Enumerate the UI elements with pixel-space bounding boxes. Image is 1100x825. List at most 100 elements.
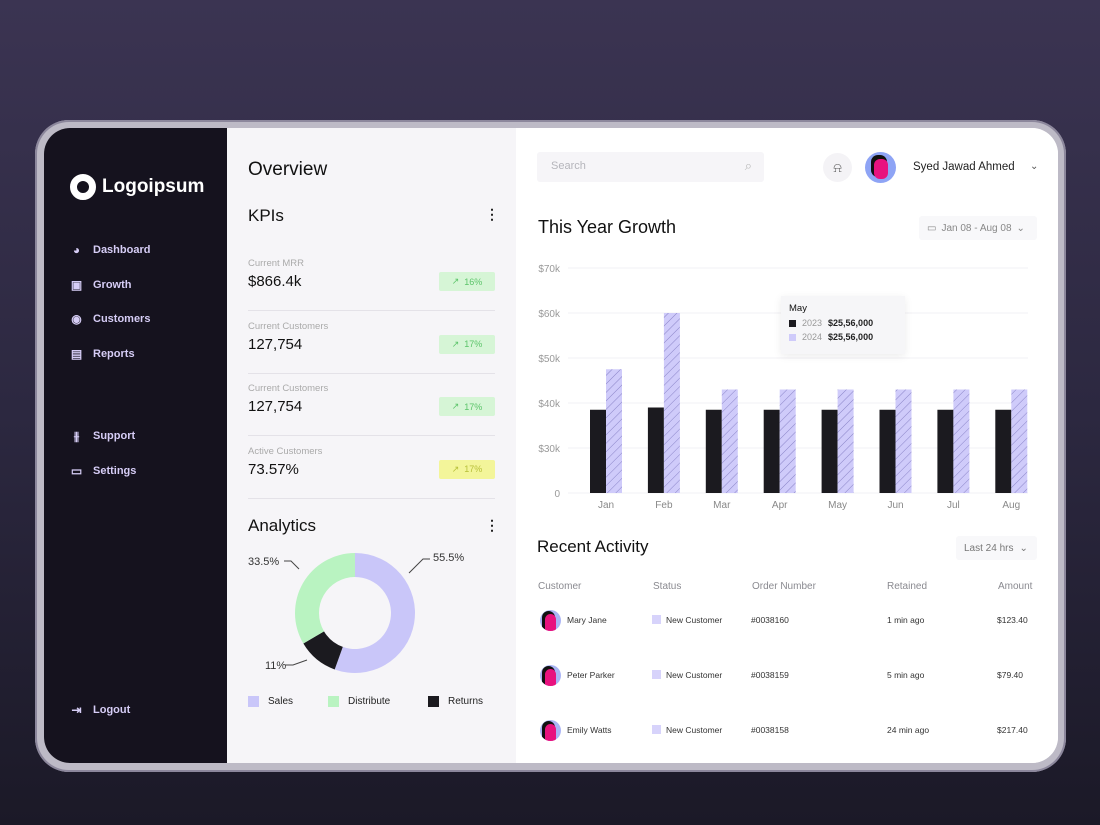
retained-time: 1 min ago bbox=[887, 615, 925, 625]
bell-icon[interactable]: ⍾ bbox=[823, 153, 852, 182]
donut-percent-label: 55.5% bbox=[433, 552, 464, 564]
logout-button[interactable]: ⇥ Logout bbox=[70, 704, 130, 716]
time-filter-dropdown[interactable]: Last 24 hrs ⌄ bbox=[956, 536, 1037, 560]
legend-returns: Returns bbox=[428, 696, 483, 707]
y-tick-label: 0 bbox=[554, 489, 560, 500]
order-number: #0038158 bbox=[751, 725, 789, 735]
order-number: #0038159 bbox=[751, 670, 789, 680]
sidebar-item-growth[interactable]: ▣ Growth bbox=[70, 279, 132, 291]
kpi-card: Current Customers 127,754 ↗ 17% bbox=[248, 373, 495, 436]
legend-swatch bbox=[328, 696, 339, 707]
bar-2024 bbox=[779, 389, 796, 493]
sidebar-item-customers[interactable]: ◉ Customers bbox=[70, 313, 150, 325]
sidebar-item-support[interactable]: ⫵ Support bbox=[70, 430, 135, 442]
user-circle-icon: ◉ bbox=[71, 312, 82, 326]
tooltip-year: 2024 bbox=[802, 332, 823, 342]
kpi-value: 127,754 bbox=[248, 398, 303, 415]
retained-time: 24 min ago bbox=[887, 725, 930, 735]
kpi-value: 73.57% bbox=[248, 460, 299, 478]
y-tick-label: $30k bbox=[538, 444, 561, 455]
date-range-picker[interactable]: ▭ Jan 08 - Aug 08 ⌄ bbox=[919, 216, 1037, 240]
kpi-value: 127,754 bbox=[248, 335, 303, 353]
bar-2023 bbox=[995, 409, 1012, 493]
bar-2024 bbox=[721, 389, 738, 493]
sidebar-item-label: Dashboard bbox=[93, 244, 151, 256]
amount: $217.40 bbox=[997, 725, 1028, 735]
x-tick-label: Feb bbox=[655, 500, 673, 511]
presentation-icon: ▣ bbox=[70, 278, 83, 292]
x-tick-label: Apr bbox=[772, 500, 788, 511]
legend-distribute: Distribute bbox=[328, 696, 390, 707]
legend-label: Distribute bbox=[348, 696, 391, 707]
customer-avatar bbox=[540, 720, 561, 741]
calendar-icon: ▭ bbox=[927, 222, 937, 234]
kpi-change-badge: ↗ 16% bbox=[439, 272, 495, 291]
user-avatar[interactable] bbox=[865, 152, 896, 183]
time-filter-label: Last 24 hrs bbox=[964, 542, 1014, 554]
chart-tooltip: May 2023 $25,56,000 2024 $25,56,000 bbox=[781, 296, 905, 354]
sidebar-item-dashboard[interactable]: ◕ Dashboard bbox=[70, 244, 151, 256]
sidebar: Logoipsum ◕ Dashboard ▣ Growth ◉ Customers … bbox=[44, 128, 227, 763]
kpi-change: 17% bbox=[464, 401, 483, 412]
status-swatch bbox=[652, 670, 661, 679]
tooltip-value: $25,56,000 bbox=[828, 318, 874, 328]
column-header: Status bbox=[653, 581, 682, 592]
kpis-more-icon[interactable]: ⋮ bbox=[485, 206, 499, 222]
donut-slice-returns bbox=[303, 631, 343, 670]
y-tick-label: $40k bbox=[538, 399, 561, 410]
archive-icon: ▤ bbox=[70, 347, 83, 361]
page-title: Overview bbox=[248, 159, 328, 180]
bar-2023 bbox=[763, 409, 780, 493]
kpi-label: Current Customers bbox=[248, 320, 329, 332]
legend-sales: Sales bbox=[248, 696, 293, 707]
kpi-label: Current MRR bbox=[248, 258, 304, 269]
logo-icon bbox=[70, 174, 96, 200]
date-range-label: Jan 08 - Aug 08 bbox=[941, 222, 1012, 234]
growth-heading: This Year Growth bbox=[538, 217, 677, 237]
x-tick-label: Jan bbox=[598, 500, 614, 511]
main-panel: Search ⌕ ⍾ Syed Jawad Ahmed ⌄ This Year G… bbox=[516, 128, 1058, 763]
search-icon: ⌕ bbox=[744, 158, 752, 173]
amount: $123.40 bbox=[997, 615, 1028, 625]
kpi-label: Active Customers bbox=[248, 445, 323, 457]
amount: $79.40 bbox=[997, 670, 1023, 680]
bar-2023 bbox=[705, 409, 722, 493]
sidebar-item-settings[interactable]: ▭ Settings bbox=[70, 465, 137, 477]
kpi-card: Active Customers 73.57% ↗ 17% bbox=[248, 436, 495, 499]
tooltip-swatch-2024 bbox=[789, 333, 796, 341]
analytics-donut-chart: 55.5% 11% 33.5% bbox=[248, 552, 464, 673]
sidebar-item-label: Reports bbox=[93, 348, 135, 360]
column-header: Order Number bbox=[752, 581, 816, 592]
trending-up-icon: ↗ bbox=[451, 401, 460, 411]
chevron-down-icon[interactable]: ⌄ bbox=[1030, 161, 1039, 172]
analytics-more-icon[interactable]: ⋮ bbox=[485, 517, 499, 533]
user-name[interactable]: Syed Jawad Ahmed bbox=[913, 161, 1015, 173]
kpi-value: $866.4k bbox=[248, 273, 302, 290]
bar-2024 bbox=[837, 389, 854, 493]
y-tick-label: $70k bbox=[538, 264, 561, 275]
bar-2023 bbox=[821, 409, 838, 493]
donut-percent-label: 11% bbox=[265, 660, 286, 672]
logout-icon: ⇥ bbox=[71, 703, 82, 717]
activity-heading: Recent Activity bbox=[537, 537, 649, 556]
customer-name: Mary Jane bbox=[567, 615, 607, 625]
donut-slice-sales bbox=[334, 553, 415, 673]
bar-2023 bbox=[647, 407, 664, 493]
x-tick-label: Mar bbox=[713, 500, 731, 511]
bar-2024 bbox=[953, 389, 970, 493]
customer-name: Peter Parker bbox=[567, 670, 615, 680]
status-badge: New Customer bbox=[666, 615, 723, 625]
bar-2024 bbox=[1011, 389, 1028, 493]
tooltip-year: 2023 bbox=[802, 318, 823, 328]
status-badge: New Customer bbox=[666, 670, 723, 680]
sidebar-item-reports[interactable]: ▤ Reports bbox=[70, 348, 135, 360]
sidebar-item-label: Growth bbox=[93, 279, 132, 291]
overview-panel: Overview KPIs ⋮ Current MRR $866.4k ↗ 16%… bbox=[227, 128, 516, 763]
tooltip-month: May bbox=[789, 303, 807, 314]
trending-up-icon: ↗ bbox=[451, 338, 460, 349]
kpis-heading: KPIs bbox=[248, 206, 284, 225]
logo[interactable]: Logoipsum bbox=[70, 174, 204, 200]
donut-leader-line bbox=[285, 659, 308, 666]
search-input[interactable]: Search ⌕ bbox=[537, 152, 764, 182]
customer-avatar bbox=[540, 665, 561, 686]
